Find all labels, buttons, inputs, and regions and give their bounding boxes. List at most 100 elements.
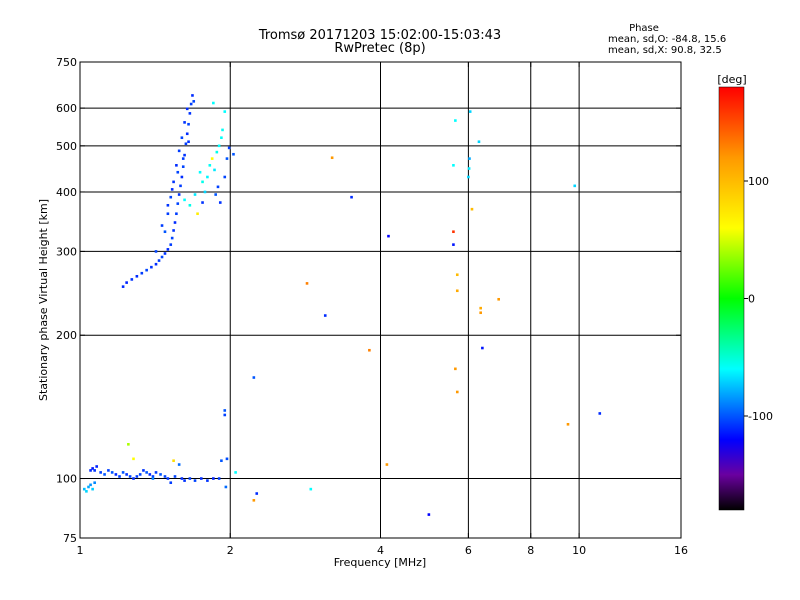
data-point <box>181 165 185 168</box>
data-point <box>183 479 186 482</box>
phase-stats-label: Phase <box>629 23 659 34</box>
data-point <box>467 175 470 179</box>
data-point <box>181 157 185 160</box>
data-point <box>185 107 189 111</box>
data-point <box>210 157 214 160</box>
data-point <box>477 140 481 144</box>
data-point <box>166 477 170 480</box>
data-point <box>467 167 471 170</box>
phase-stats-o: mean, sd,O: -84.8, 15.6 <box>608 34 726 45</box>
data-point <box>220 136 223 140</box>
data-point <box>87 485 90 489</box>
data-point <box>201 180 204 184</box>
y-tick-label: 500 <box>56 140 77 153</box>
data-point <box>183 153 186 157</box>
data-point <box>135 274 139 278</box>
data-point <box>163 230 167 234</box>
data-point <box>193 479 197 482</box>
data-point <box>173 475 177 478</box>
data-point <box>177 463 181 466</box>
data-point <box>142 469 145 472</box>
data-point <box>148 473 152 476</box>
data-point <box>154 250 158 253</box>
data-point <box>223 413 227 417</box>
data-point <box>151 475 155 478</box>
chart-subtitle: RwPretec (8p) <box>334 41 425 56</box>
x-tick-label: 2 <box>227 544 234 557</box>
data-point <box>176 170 180 174</box>
data-point <box>234 471 237 474</box>
data-point <box>188 112 192 115</box>
data-point <box>387 234 390 238</box>
data-point <box>225 457 229 461</box>
data-point <box>118 475 121 478</box>
data-point <box>145 268 148 272</box>
data-point <box>132 457 135 461</box>
data-point <box>121 471 125 474</box>
data-point <box>479 311 482 315</box>
data-point <box>452 243 455 246</box>
x-axis-label: Frequency [MHz] <box>334 556 426 569</box>
data-point <box>215 150 219 154</box>
y-tick-label: 750 <box>56 56 77 69</box>
data-point <box>184 142 188 146</box>
data-point <box>427 513 431 516</box>
data-point <box>89 469 92 472</box>
data-point <box>170 236 174 240</box>
data-point <box>452 230 455 234</box>
y-tick-label: 400 <box>56 186 77 199</box>
data-point <box>217 144 221 148</box>
data-point <box>180 477 184 480</box>
data-point <box>187 122 190 126</box>
data-point <box>183 198 186 202</box>
data-point <box>200 477 203 480</box>
data-point <box>468 110 472 113</box>
phase-stats-x: mean, sd,X: 90.8, 32.5 <box>608 45 722 56</box>
data-point <box>385 463 389 466</box>
data-point <box>455 273 459 277</box>
data-point <box>180 175 184 179</box>
data-point <box>223 110 227 113</box>
data-point <box>323 314 327 317</box>
y-axis-label: Stationary phase Virtual Height [km] <box>37 199 50 401</box>
data-point <box>166 248 170 251</box>
data-point <box>103 473 106 476</box>
data-point <box>221 128 224 132</box>
data-point <box>154 262 158 266</box>
data-point <box>255 492 259 495</box>
data-point <box>132 477 135 480</box>
data-point <box>180 136 184 140</box>
data-point <box>163 252 167 255</box>
data-point <box>154 471 158 474</box>
data-point <box>157 259 161 262</box>
data-point <box>455 390 459 394</box>
data-point <box>91 487 94 491</box>
data-point <box>175 212 178 216</box>
data-point <box>172 459 175 463</box>
data-point <box>160 224 164 227</box>
x-tick-label: 4 <box>377 544 384 557</box>
grid-layer <box>80 62 681 538</box>
x-tick-label: 1 <box>77 544 84 557</box>
data-point <box>208 164 212 167</box>
data-point <box>169 481 173 485</box>
data-point <box>206 479 209 482</box>
data-point <box>85 490 88 493</box>
data-point <box>125 281 128 284</box>
data-point <box>121 285 125 288</box>
data-point <box>470 207 474 211</box>
data-point <box>468 157 471 160</box>
data-point <box>125 473 128 476</box>
data-point <box>127 443 130 446</box>
data-point <box>573 184 577 188</box>
data-point <box>135 475 139 478</box>
data-point <box>368 348 371 352</box>
data-point <box>212 477 215 480</box>
data-point <box>454 367 457 371</box>
data-point <box>189 102 193 106</box>
colorbar-ticks: 100 0 -100 <box>744 175 773 423</box>
data-point <box>150 265 153 269</box>
data-point <box>252 499 256 502</box>
data-point <box>163 475 167 478</box>
